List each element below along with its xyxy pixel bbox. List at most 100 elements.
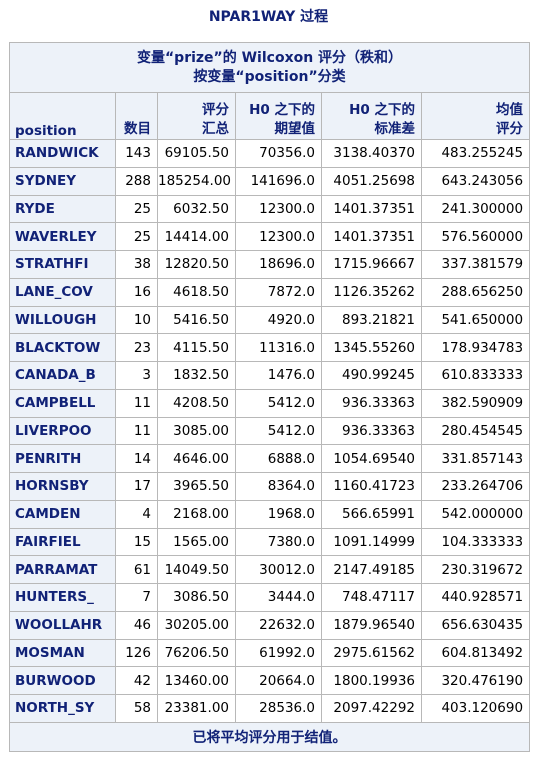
cell-sum-of-scores: 76206.50 [157,638,236,668]
row-header-position: LANE_COV [9,277,116,307]
cell-sum-of-scores: 23381.00 [157,694,236,723]
cell-mean-score: 604.813492 [420,638,531,668]
table-row: LIVERPOO 11 3085.00 5412.0 936.33363 280.4545… [9,416,531,446]
cell-expected: 5412.0 [235,388,322,418]
cell-count: 10 [115,305,158,335]
cell-mean-score: 542.000000 [420,499,531,529]
table-row: WOOLLAHR 46 30205.00 22632.0 1879.96540 656.6… [9,610,531,640]
table-row: BURWOOD 42 13460.00 20664.0 1800.19936 320.47… [9,666,531,695]
row-header-position: BURWOOD [9,666,116,695]
cell-count: 14 [115,444,158,473]
cell-sum-of-scores: 3085.00 [157,416,236,446]
row-header-position: LIVERPOO [9,416,116,446]
cell-std-dev: 936.33363 [321,388,422,418]
cell-count: 38 [115,250,158,279]
header-mean-line-2: 评分 [496,121,524,137]
cell-mean-score: 241.300000 [420,194,531,224]
table-row: FAIRFIEL 15 1565.00 7380.0 1091.14999 104.333… [9,527,531,557]
cell-std-dev: 2975.61562 [321,638,422,668]
cell-count: 11 [115,416,158,446]
column-header-mean-score: 均值 评分 [420,92,531,140]
cell-mean-score: 440.928571 [420,583,531,612]
cell-count: 7 [115,583,158,612]
row-header-position: RANDWICK [9,139,116,168]
cell-mean-score: 104.333333 [420,527,531,557]
table-row: RYDE 25 6032.50 12300.0 1401.37351 241.300000 [9,194,531,224]
header-sum-line-2: 汇总 [202,121,229,137]
table-row: BLACKTOW 23 4115.50 11316.0 1345.55260 178.93… [9,333,531,362]
header-std-line-1: H0 之下的 [349,102,415,118]
cell-sum-of-scores: 2168.00 [157,499,236,529]
cell-expected: 7872.0 [235,277,322,307]
cell-count: 23 [115,333,158,362]
cell-expected: 4920.0 [235,305,322,335]
cell-std-dev: 748.47117 [321,583,422,612]
cell-count: 126 [115,638,158,668]
cell-std-dev: 2097.42292 [321,694,422,723]
cell-count: 25 [115,222,158,251]
row-header-position: FAIRFIEL [9,527,116,557]
cell-mean-score: 337.381579 [420,250,531,279]
cell-expected: 28536.0 [235,694,322,723]
cell-expected: 141696.0 [235,166,322,196]
cell-sum-of-scores: 4208.50 [157,388,236,418]
table-row: HORNSBY 17 3965.50 8364.0 1160.41723 233.2647… [9,472,531,501]
column-header-count: 数目 [115,92,158,140]
cell-sum-of-scores: 14414.00 [157,222,236,251]
cell-sum-of-scores: 6032.50 [157,194,236,224]
cell-sum-of-scores: 5416.50 [157,305,236,335]
table-footnote: 已将平均评分用于结值。 [8,721,531,752]
header-expected-line-2: 期望值 [274,121,316,137]
cell-sum-of-scores: 13460.00 [157,666,236,695]
header-mean-line-1: 均值 [496,102,524,118]
cell-std-dev: 4051.25698 [321,166,422,196]
cell-mean-score: 331.857143 [420,444,531,473]
table-row: NORTH_SY 58 23381.00 28536.0 2097.42292 403.1… [9,694,531,723]
cell-mean-score: 541.650000 [420,305,531,335]
row-header-position: PENRITH [9,444,116,473]
cell-expected: 70356.0 [235,139,322,168]
cell-mean-score: 280.454545 [420,416,531,446]
cell-std-dev: 1401.37351 [321,194,422,224]
procedure-title: NPAR1WAY 过程 [208,9,329,25]
table-row: HUNTERS_ 7 3086.50 3444.0 748.47117 440.92857… [9,583,531,612]
cell-std-dev: 1345.55260 [321,333,422,362]
cell-mean-score: 178.934783 [420,333,531,362]
row-header-position: STRATHFI [9,250,116,279]
cell-count: 17 [115,472,158,501]
row-header-position: PARRAMAT [9,555,116,584]
cell-std-dev: 1054.69540 [321,444,422,473]
cell-std-dev: 1715.96667 [321,250,422,279]
cell-sum-of-scores: 1832.50 [157,361,236,390]
cell-expected: 11316.0 [235,333,322,362]
table-row: CANADA_B 3 1832.50 1476.0 490.99245 610.83333… [9,361,531,390]
row-header-position: MOSMAN [9,638,116,668]
table-row: WILLOUGH 10 5416.50 4920.0 893.21821 541.6500… [9,305,531,335]
cell-count: 61 [115,555,158,584]
table-row: SYDNEY 288 185254.00 141696.0 4051.25698 643.… [9,166,531,196]
cell-mean-score: 382.590909 [420,388,531,418]
cell-sum-of-scores: 4646.00 [157,444,236,473]
cell-count: 4 [115,499,158,529]
cell-sum-of-scores: 14049.50 [157,555,236,584]
caption-line-2: 按变量“position”分类 [193,68,346,85]
row-header-position: HORNSBY [9,472,116,501]
row-header-position: SYDNEY [9,166,116,196]
cell-std-dev: 3138.40370 [321,139,422,168]
cell-std-dev: 566.65991 [321,499,422,529]
cell-expected: 5412.0 [235,416,322,446]
cell-count: 46 [115,610,158,640]
column-header-std-dev: H0 之下的 标准差 [321,92,422,140]
column-header-expected: H0 之下的 期望值 [235,92,322,140]
header-sum-line-1: 评分 [202,102,229,118]
cell-count: 11 [115,388,158,418]
wilcoxon-scores-table-container: 变量“prize”的 Wilcoxon 评分（秩和） 按变量“position”… [8,42,531,752]
column-header-position: position [9,92,116,140]
row-header-position: WAVERLEY [9,222,116,251]
header-std-line-2: 标准差 [374,121,416,137]
row-header-position: CAMPBELL [9,388,116,418]
column-header-sum-of-scores: 评分 汇总 [157,92,236,140]
cell-mean-score: 233.264706 [420,472,531,501]
table-row: WAVERLEY 25 14414.00 12300.0 1401.37351 576.5… [9,222,531,251]
cell-expected: 1476.0 [235,361,322,390]
